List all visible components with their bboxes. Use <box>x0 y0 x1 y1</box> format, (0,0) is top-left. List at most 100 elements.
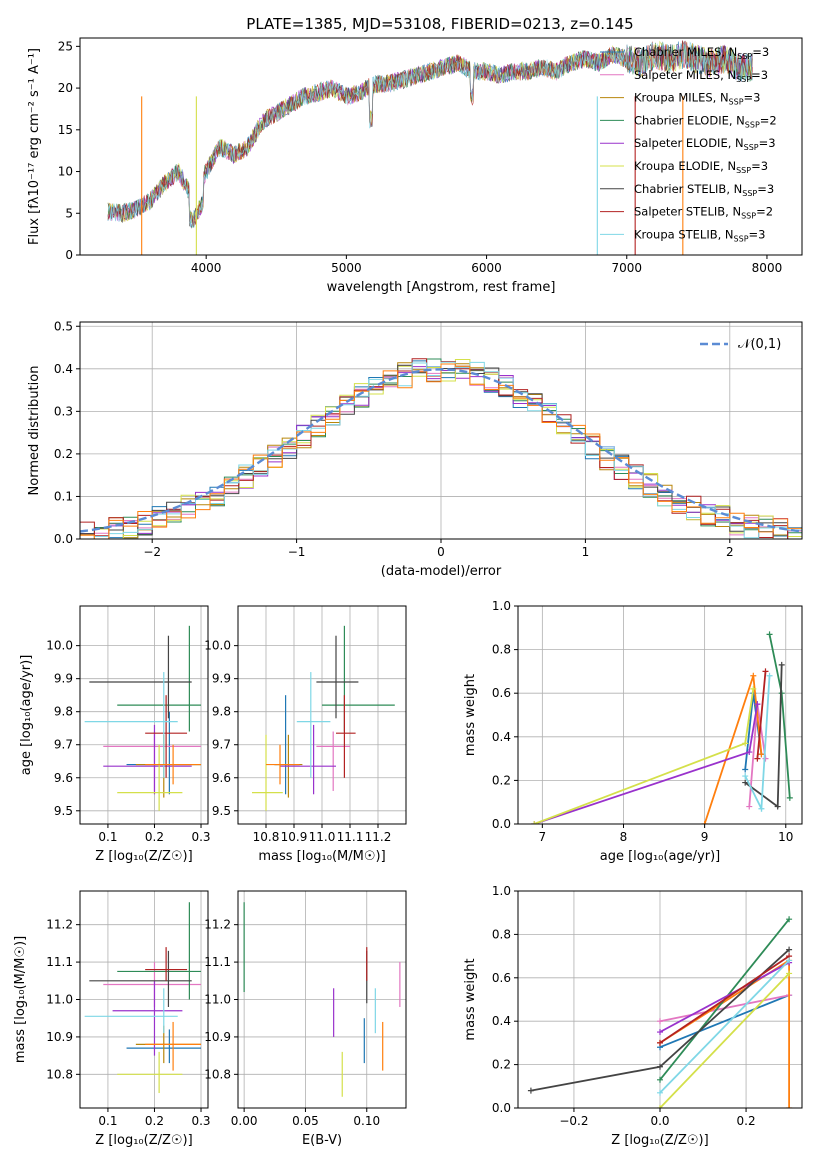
plot-area <box>531 631 793 824</box>
data-point <box>145 695 188 778</box>
x-tick-label: 11.0 <box>309 830 336 844</box>
x-tick-label: 0.2 <box>737 1114 756 1128</box>
x-tick-label: 10.8 <box>253 830 280 844</box>
figure-title: PLATE=1385, MJD=53108, FIBERID=0213, z=0… <box>246 15 633 33</box>
marker <box>742 779 749 786</box>
y-tick-label: 9.9 <box>54 672 73 686</box>
y-axis-label: Flux [fλ10⁻¹⁷ erg cm⁻² s⁻¹ A⁻¹] <box>27 48 42 245</box>
marker <box>786 970 793 977</box>
marker <box>657 1063 663 1070</box>
y-tick-label: 10 <box>58 165 73 179</box>
data-point <box>252 734 283 811</box>
plot-area <box>107 40 753 255</box>
y-tick-label: 0.4 <box>54 362 73 376</box>
x-tick-label: 1 <box>582 545 590 559</box>
y-tick-label: 11.1 <box>204 955 231 969</box>
y-tick-label: 10.8 <box>46 1067 73 1081</box>
legend-label: Chabrier STELIB, NSSP=3 <box>634 182 774 198</box>
marker <box>750 672 757 679</box>
x-tick-label: 0.0 <box>650 1114 669 1128</box>
data-point <box>117 1051 183 1094</box>
x-tick-label: 9 <box>701 830 709 844</box>
y-tick-label: 0.0 <box>54 532 73 546</box>
plot-area <box>243 902 401 1097</box>
y-tick-label: 0.5 <box>54 319 73 333</box>
marker <box>774 803 781 810</box>
x-tick-label: 7000 <box>611 261 642 275</box>
legend: Chabrier MILES, NSSP=3 Salpeter MILES, NS… <box>600 45 777 243</box>
x-tick-label: 0.05 <box>292 1114 319 1128</box>
axes-frame <box>517 605 803 825</box>
y-tick-label: 5 <box>65 206 73 220</box>
x-axis-label: E(B-V) <box>302 1133 342 1148</box>
y-tick-label: 0 <box>65 248 73 262</box>
legend-label: Kroupa ELODIE, NSSP=3 <box>634 159 768 175</box>
data-point <box>112 980 183 1056</box>
marker <box>786 957 793 964</box>
legend-label: Kroupa STELIB, NSSP=3 <box>634 227 765 243</box>
panel-mass_vs_EBV: 0.00 0.05 0.10 10.8 10.9 11.0 11.1 11.2 E(B-V) <box>204 890 407 1148</box>
y-axis-label: mass weight <box>463 958 478 1040</box>
mass-weight-series <box>659 972 790 1108</box>
mass-weight-series <box>659 955 790 1044</box>
data-point <box>89 950 192 1007</box>
marker <box>758 805 765 812</box>
axes-frame <box>237 890 407 1109</box>
y-tick-label: 11.2 <box>204 918 231 932</box>
marker <box>742 740 749 747</box>
data-point <box>117 902 202 1000</box>
axes-frame <box>237 605 407 825</box>
axes-frame <box>79 37 803 256</box>
marker <box>786 794 793 801</box>
mass-weight-series <box>533 688 755 824</box>
y-axis-label: mass weight <box>463 674 478 756</box>
x-tick-label: 8 <box>620 830 628 844</box>
x-tick-label: 0.00 <box>231 1114 258 1128</box>
marker <box>766 631 773 638</box>
data-point <box>84 672 178 778</box>
data-point <box>266 744 300 785</box>
plot-area <box>80 358 802 539</box>
data-point <box>316 635 359 719</box>
y-tick-label: 0.4 <box>492 1014 511 1028</box>
data-point <box>117 625 202 732</box>
y-tick-label: 1.0 <box>492 884 511 898</box>
y-tick-label: 9.7 <box>54 738 73 752</box>
mass-weight-series <box>756 671 767 759</box>
marker <box>701 821 708 824</box>
y-tick-label: 25 <box>58 39 73 53</box>
plot-area <box>527 916 793 1108</box>
x-tick-label: 0.1 <box>98 830 117 844</box>
data-point <box>296 672 331 778</box>
marker <box>657 1018 663 1025</box>
x-tick-label: 4000 <box>191 261 222 275</box>
y-tick-label: 9.6 <box>54 771 73 785</box>
marker <box>657 1039 663 1046</box>
marker <box>766 672 773 679</box>
data-point <box>145 947 188 981</box>
plot-area <box>84 902 202 1094</box>
x-tick-label: 7 <box>539 830 547 844</box>
marker <box>786 1105 793 1108</box>
axes-frame <box>79 321 803 540</box>
mass-weight-series <box>659 959 790 1094</box>
data-point <box>84 988 178 1034</box>
data-point <box>103 724 192 795</box>
y-tick-label: 11.0 <box>46 993 73 1007</box>
marker <box>754 755 761 762</box>
x-tick-label: 0 <box>437 545 445 559</box>
data-point <box>280 724 336 795</box>
y-tick-label: 10.9 <box>46 1030 73 1044</box>
x-tick-label: −1 <box>288 545 306 559</box>
data-point <box>89 635 192 719</box>
marker <box>758 751 765 758</box>
x-tick-label: 10.9 <box>281 830 308 844</box>
spectrum-series <box>107 41 753 228</box>
marker <box>657 1105 663 1108</box>
x-axis-label: mass [log₁₀(M/M☉)] <box>258 849 385 864</box>
y-axis-label: mass [log₁₀(M/M☉)] <box>13 936 28 1063</box>
marker <box>786 946 793 953</box>
legend-label: Chabrier ELODIE, NSSP=2 <box>634 113 777 129</box>
histogram-series <box>80 363 802 539</box>
x-tick-label: 0.2 <box>145 1114 164 1128</box>
